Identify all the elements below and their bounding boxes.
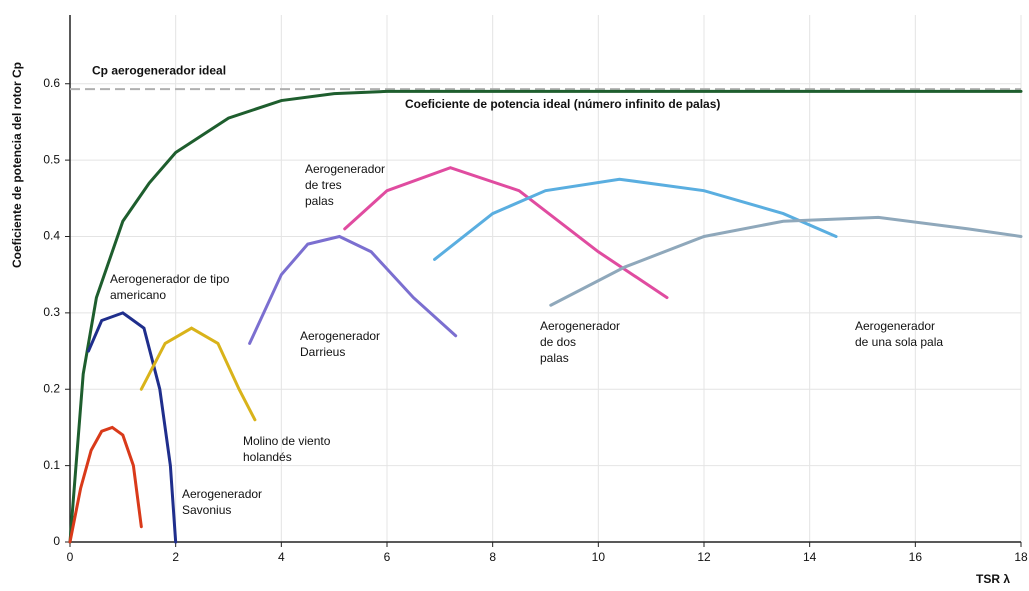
x-tick-label: 0 (67, 550, 74, 564)
x-tick-label: 2 (172, 550, 179, 564)
series-label: americano (110, 288, 166, 302)
y-tick-label: 0.1 (43, 458, 60, 472)
series-line (433, 177, 838, 261)
x-tick-label: 4 (278, 550, 285, 564)
x-tick-label: 8 (489, 550, 496, 564)
y-tick-label: 0.4 (43, 229, 60, 243)
x-tick-label: 16 (909, 550, 923, 564)
series-label: Aerogenerador (855, 319, 935, 333)
series-label: Savonius (182, 503, 231, 517)
series-label: Aerogenerador (305, 162, 385, 176)
y-tick-label: 0 (53, 534, 60, 548)
series-label: Aerogenerador (540, 319, 620, 333)
series-label: de una sola pala (855, 335, 943, 349)
series-label: Molino de viento (243, 434, 331, 448)
series-line (68, 425, 143, 544)
series-line (248, 234, 458, 345)
x-tick-label: 12 (697, 550, 711, 564)
series-label: holandés (243, 450, 292, 464)
series-label: Aerogenerador de tipo (110, 272, 230, 286)
series-label: de dos (540, 335, 576, 349)
series-label: Darrieus (300, 345, 345, 359)
x-tick-label: 10 (592, 550, 606, 564)
reference-label: Cp aerogenerador ideal (92, 63, 226, 77)
series-line (343, 166, 669, 300)
series-label: Aerogenerador (182, 487, 262, 501)
x-tick-label: 18 (1014, 550, 1028, 564)
series-line (86, 311, 178, 544)
series-label: de tres (305, 178, 342, 192)
series-line (68, 89, 1023, 544)
y-tick-label: 0.3 (43, 305, 60, 319)
y-tick-label: 0.6 (43, 76, 60, 90)
series-label: Coeficiente de potencia ideal (número in… (405, 97, 720, 111)
y-axis-label: Coeficiente de potencia del rotor Cp (10, 62, 24, 268)
y-tick-label: 0.2 (43, 381, 60, 395)
x-axis-label: TSR λ (976, 572, 1010, 586)
y-tick-label: 0.5 (43, 152, 60, 166)
series-line (549, 215, 1023, 307)
series-line (139, 326, 257, 422)
series-label: palas (305, 194, 334, 208)
series-label: palas (540, 351, 569, 365)
x-tick-label: 14 (803, 550, 817, 564)
series-label: Aerogenerador (300, 329, 380, 343)
x-tick-label: 6 (384, 550, 391, 564)
